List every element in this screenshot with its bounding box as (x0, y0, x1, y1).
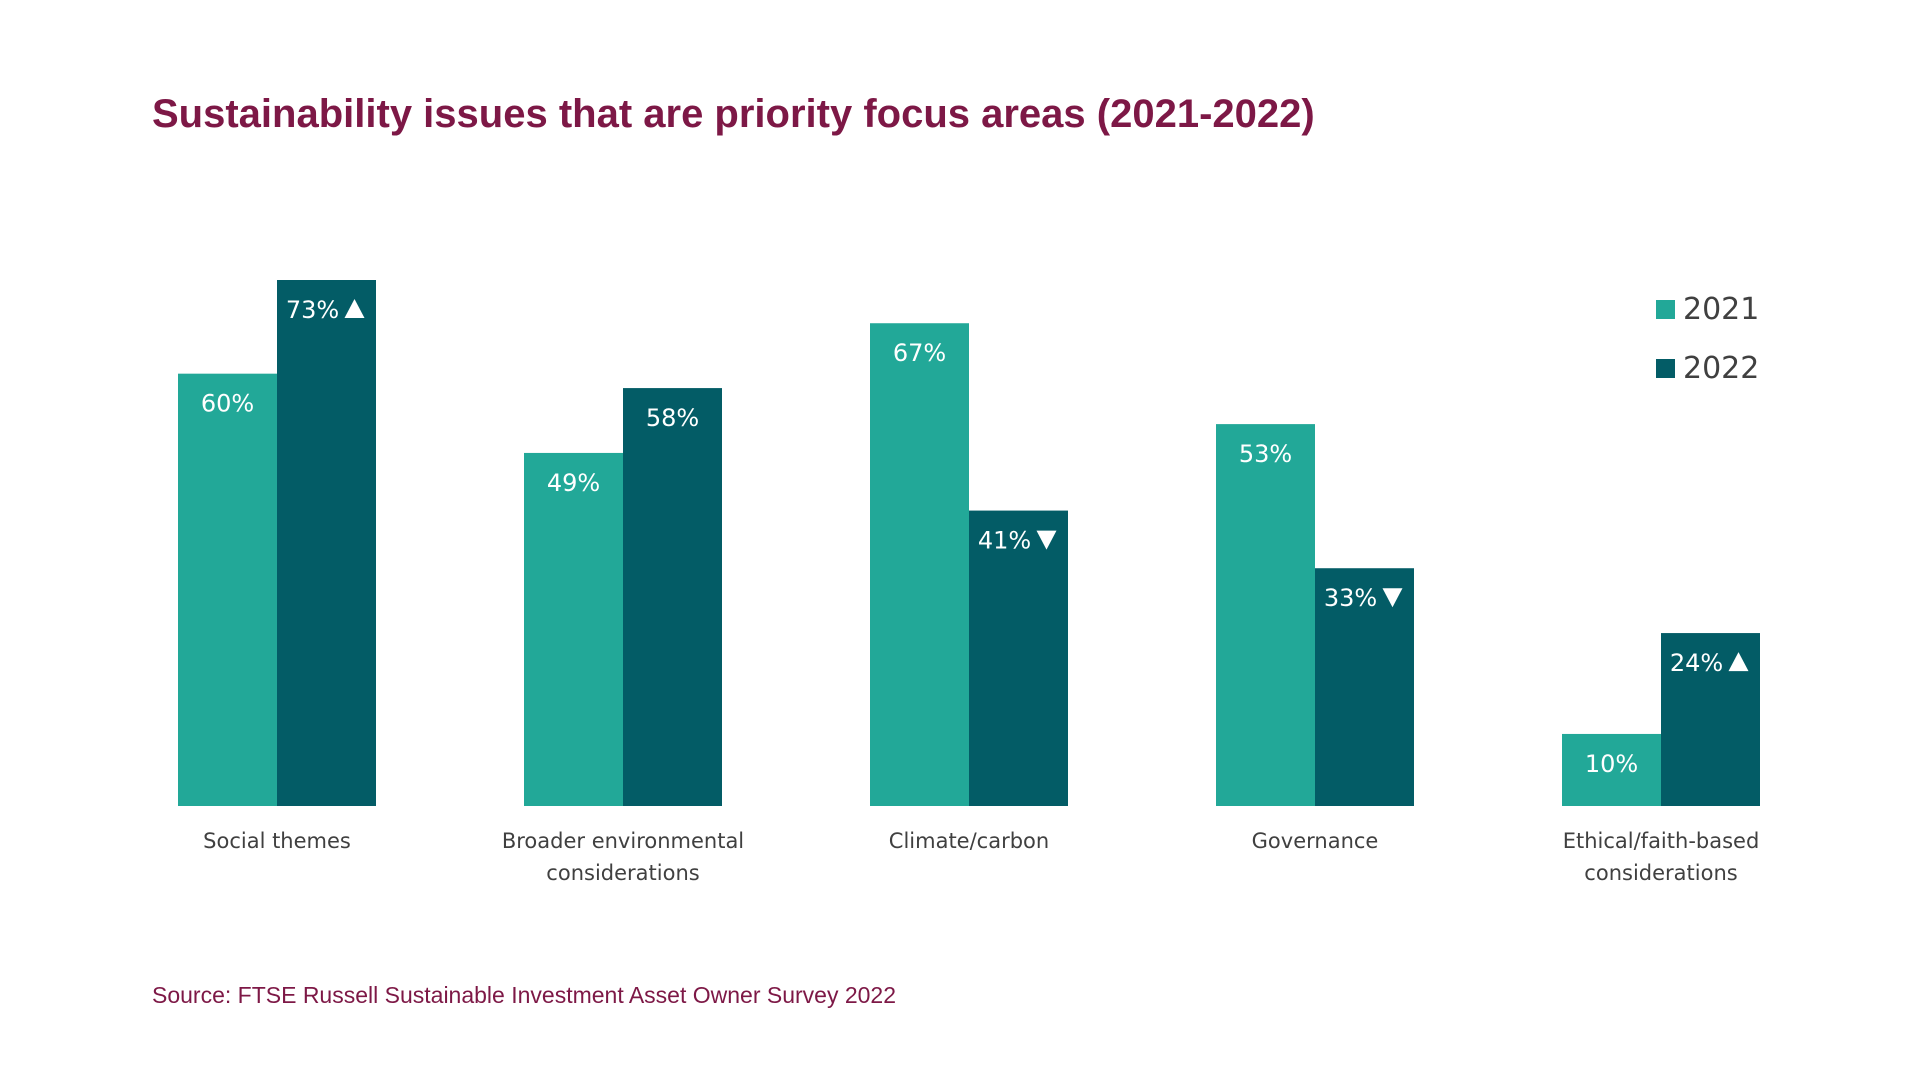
chart-title: Sustainability issues that are priority … (152, 92, 1315, 136)
bar-2022-1 (623, 388, 722, 806)
category-label-1: considerations (546, 861, 699, 885)
bar-2022-2 (969, 510, 1068, 806)
data-label-2022-0: 73% (286, 296, 339, 324)
trend-down-arrow-icon (1382, 588, 1403, 608)
legend-swatch-2022 (1656, 359, 1675, 378)
bar-2021-1 (524, 452, 623, 806)
category-label-2: Climate/carbon (889, 829, 1049, 853)
source-note: Source: FTSE Russell Sustainable Investm… (152, 982, 897, 1008)
bar-2022-3 (1315, 568, 1414, 806)
bar-2022-0 (277, 280, 376, 806)
data-label-2022-2: 41% (978, 527, 1031, 555)
legend-label-2022: 2022 (1683, 351, 1759, 386)
legend-label-2021: 2021 (1683, 292, 1759, 327)
category-label-4: considerations (1584, 861, 1737, 885)
trend-up-arrow-icon (1728, 652, 1749, 672)
data-label-2021-0: 60% (201, 390, 254, 418)
trend-down-arrow-icon (1036, 530, 1057, 550)
data-label-2022-1: 58% (646, 404, 699, 432)
bar-2021-3 (1216, 424, 1315, 806)
data-label-2022-3: 33% (1324, 584, 1377, 612)
data-label-2022-4: 24% (1670, 649, 1723, 677)
bar-2021-0 (178, 373, 277, 806)
data-label-2021-2: 67% (893, 339, 946, 367)
category-label-3: Governance (1252, 829, 1379, 853)
trend-up-arrow-icon (344, 299, 365, 318)
category-label-4: Ethical/faith-based (1563, 829, 1760, 853)
category-label-1: Broader environmental (502, 829, 744, 853)
bar-2021-2 (870, 323, 969, 806)
data-label-2021-4: 10% (1585, 750, 1638, 778)
data-label-2021-1: 49% (547, 469, 600, 497)
category-label-0: Social themes (203, 829, 351, 853)
data-label-2021-3: 53% (1239, 440, 1292, 468)
bar-2021-4 (1562, 733, 1661, 806)
legend-swatch-2021 (1656, 300, 1675, 319)
